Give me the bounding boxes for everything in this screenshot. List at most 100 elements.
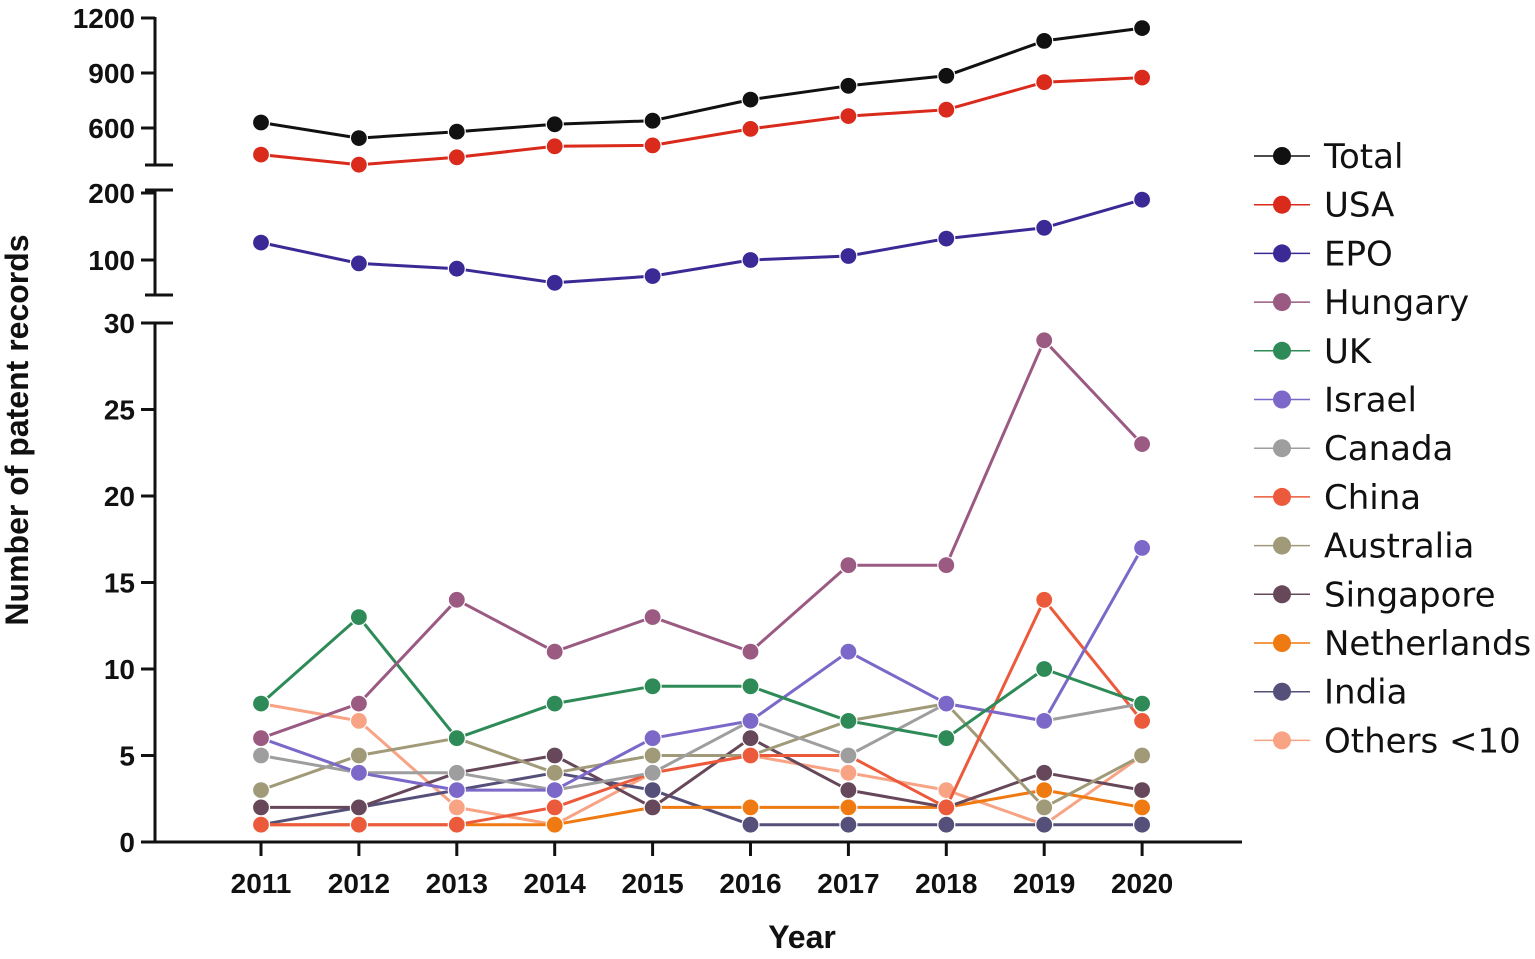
legend-item-epo: EPO: [1254, 234, 1393, 274]
legend-swatch-marker: [1273, 390, 1291, 409]
legend-swatch-marker: [1273, 244, 1291, 263]
series-line-singapore: [261, 736, 1143, 809]
y-tick-label: 900: [88, 58, 135, 89]
series-line-hungary: [260, 338, 1144, 740]
legend-item-canada: Canada: [1254, 429, 1453, 469]
legend-label: Hungary: [1324, 283, 1469, 323]
legend-label: India: [1324, 673, 1407, 713]
legend-item-china: China: [1254, 478, 1421, 518]
data-point-total: [251, 113, 271, 132]
legend-item-israel: Israel: [1254, 381, 1417, 421]
data-point-total: [839, 76, 858, 95]
data-point-india: [1132, 815, 1152, 834]
legend-label: Singapore: [1324, 575, 1496, 615]
y-tick-label: 600: [88, 113, 135, 144]
data-point-uk: [545, 694, 564, 713]
data-point-uk: [741, 677, 760, 696]
x-tick-label: 2018: [915, 868, 977, 899]
data-point-hungary: [545, 642, 564, 661]
legend-label: EPO: [1324, 234, 1393, 274]
data-point-singapore: [643, 798, 662, 817]
data-point-india: [643, 780, 662, 800]
legend-label: Australia: [1324, 527, 1474, 567]
data-point-canada: [251, 746, 271, 765]
data-point-usa: [1132, 68, 1152, 87]
legend-label: UK: [1324, 332, 1373, 372]
data-point-netherlands: [1132, 798, 1152, 817]
series-line-israel: [260, 547, 1144, 792]
y-axis-title: Number of patent records: [0, 234, 35, 625]
y-tick-label: 100: [88, 245, 135, 276]
data-point-australia: [643, 746, 662, 765]
data-point-india: [741, 815, 760, 834]
data-point-epo: [349, 254, 368, 273]
legend-item-total: Total: [1254, 137, 1403, 177]
data-point-hungary: [741, 642, 760, 661]
series-line-uk: [260, 615, 1143, 740]
x-tick-label: 2020: [1111, 868, 1173, 899]
legend-item-netherlands: Netherlands: [1254, 624, 1531, 664]
data-point-total: [937, 66, 956, 85]
data-point-epo: [741, 250, 760, 270]
axes: 0 5 10 15 20 25 30 100 200 600 900 1200 2011 2012 2013…: [73, 3, 1242, 899]
y-tick-label: 0: [119, 827, 135, 858]
data-point-others-10: [349, 711, 368, 731]
data-point-australia: [349, 746, 368, 765]
data-point-hungary: [251, 729, 271, 748]
legend-label: USA: [1324, 186, 1394, 226]
data-point-india: [1035, 815, 1054, 834]
data-point-china: [251, 815, 271, 834]
y-tick-label: 5: [119, 741, 135, 772]
data-point-uk: [937, 729, 956, 748]
data-point-hungary: [1132, 435, 1152, 454]
data-point-australia: [545, 763, 564, 782]
x-tick-label: 2017: [817, 868, 879, 899]
x-tick-label: 2019: [1013, 868, 1075, 899]
legend-swatch-marker: [1273, 195, 1291, 214]
data-point-uk: [643, 677, 662, 696]
data-point-total: [349, 129, 368, 148]
y-tick-label: 25: [104, 395, 135, 426]
data-point-hungary: [447, 590, 466, 609]
data-point-total: [643, 111, 662, 130]
data-point-usa: [1035, 73, 1054, 92]
data-point-netherlands: [839, 798, 858, 817]
data-point-singapore: [1132, 780, 1152, 800]
data-point-epo: [1035, 218, 1054, 237]
legend-swatch-marker: [1273, 682, 1291, 701]
legend-label: Others <10: [1324, 721, 1521, 761]
data-point-singapore: [251, 798, 271, 817]
legend-item-others-10: Others <10: [1254, 721, 1521, 761]
data-point-hungary: [643, 607, 662, 627]
data-point-total: [1035, 31, 1054, 51]
data-point-usa: [937, 100, 956, 119]
x-tick-label: 2013: [426, 868, 488, 899]
series-uk: [251, 607, 1152, 748]
legend-swatch-marker: [1273, 585, 1291, 604]
data-point-canada: [447, 763, 466, 782]
data-point-usa: [447, 148, 466, 167]
data-point-australia: [1035, 798, 1054, 817]
data-point-netherlands: [545, 815, 564, 834]
data-point-others-10: [447, 798, 466, 817]
x-tick-label: 2016: [719, 868, 781, 899]
data-point-israel: [1132, 538, 1152, 558]
x-tick-label: 2014: [524, 868, 587, 899]
x-tick-label: 2015: [621, 868, 683, 899]
legend-swatch-marker: [1273, 634, 1291, 652]
data-point-china: [447, 815, 466, 834]
legend-label: Israel: [1324, 381, 1417, 421]
legend-swatch-marker: [1273, 439, 1291, 458]
data-point-china: [937, 798, 956, 817]
data-point-others-10: [839, 763, 858, 782]
data-point-hungary: [937, 556, 956, 575]
data-point-canada: [643, 763, 662, 782]
data-point-canada: [839, 746, 858, 765]
data-point-usa: [349, 155, 368, 174]
legend-label: Total: [1323, 137, 1403, 177]
y-tick-label: 200: [88, 178, 135, 209]
data-point-uk: [1132, 694, 1152, 713]
series-line-canada: [260, 702, 1143, 792]
data-point-israel: [839, 642, 858, 661]
